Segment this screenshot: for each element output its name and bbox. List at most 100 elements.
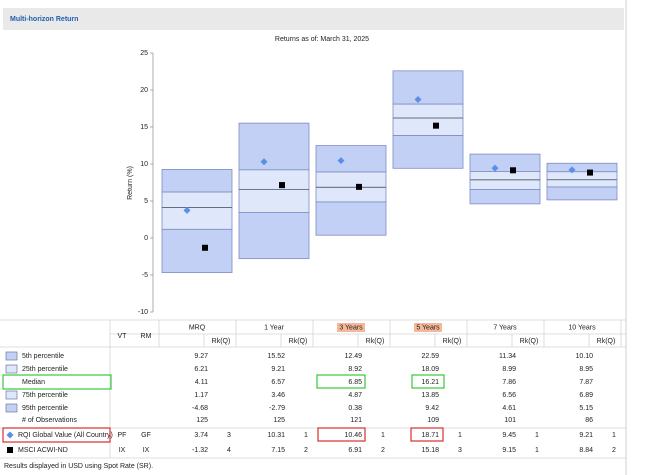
percentile-band (469, 153, 541, 172)
cell-rm: GF (141, 432, 151, 439)
rank-header: Rk(Q) (366, 338, 385, 345)
legend-swatch (5, 364, 18, 374)
cell-value: 6.56 (502, 392, 516, 399)
legend-marker (6, 431, 14, 439)
cell-value: 4.87 (348, 392, 362, 399)
y-tick-label: 20 (140, 87, 148, 94)
cell-value: 18.09 (421, 366, 439, 373)
highlight-box (410, 427, 444, 442)
legend-swatch (5, 390, 18, 400)
column-header: 10 Years (568, 324, 596, 331)
percentile-band (392, 70, 464, 105)
y-axis-label: Return (%) (127, 166, 134, 200)
cell-value: 16.21 (421, 379, 439, 386)
cell-value: 12.49 (344, 353, 362, 360)
column-header: 1 Year (264, 324, 285, 331)
row-label: Median (22, 379, 45, 386)
cell-value: 5.15 (579, 405, 593, 412)
cell-value: 9.21 (271, 366, 285, 373)
cell-value: 6.21 (194, 366, 208, 373)
cell-value: 8.99 (502, 366, 516, 373)
highlight-box (2, 427, 111, 443)
y-tick-label: 10 (140, 161, 148, 168)
cell-value: 121 (350, 417, 362, 424)
percentile-band (392, 103, 464, 119)
row-label: MSCI ACWI-ND (18, 447, 68, 454)
legend-swatch (5, 351, 18, 361)
cell-rank: 1 (304, 432, 308, 439)
rank-header: Rk(Q) (443, 338, 462, 345)
cell-value: 7.15 (271, 447, 285, 454)
cell-value: 9.27 (194, 353, 208, 360)
row-label: 5th percentile (22, 353, 64, 360)
cell-value: 7.87 (579, 379, 593, 386)
cell-value: 15.18 (421, 447, 439, 454)
column-header: VT (118, 333, 128, 340)
cell-value: 22.59 (421, 353, 439, 360)
cell-rank: 2 (304, 447, 308, 454)
percentile-band (392, 135, 464, 169)
percentile-band (238, 122, 310, 171)
cell-value: 3.46 (271, 392, 285, 399)
cell-rank: 3 (458, 447, 462, 454)
cell-value: 10.31 (267, 432, 285, 439)
cell-value: 3.74 (194, 432, 208, 439)
highlight-box (317, 427, 366, 442)
y-tick-label: 5 (144, 198, 148, 205)
cell-value: 9.21 (579, 432, 593, 439)
cell-value: 9.42 (425, 405, 439, 412)
cell-value: 11.34 (499, 353, 516, 360)
cell-value: 8.95 (579, 366, 593, 373)
percentile-band (546, 171, 618, 181)
portfolio-marker (491, 164, 499, 172)
cell-value: -4.68 (192, 405, 208, 412)
percentile-band (546, 162, 618, 173)
cell-value: 109 (427, 417, 439, 424)
cell-value: 10.46 (344, 432, 362, 439)
cell-value: 6.57 (271, 379, 285, 386)
highlight-box (411, 374, 445, 389)
cell-value: -2.79 (269, 405, 285, 412)
column-header: 3 Years (339, 324, 363, 331)
cell-value: 4.61 (502, 405, 516, 412)
cell-rank: 1 (381, 432, 385, 439)
cell-value: 9.15 (502, 447, 516, 454)
cell-value: 6.89 (579, 392, 593, 399)
y-tick-label: -5 (142, 272, 148, 279)
percentile-band (315, 145, 387, 173)
y-tick-label: 0 (144, 235, 148, 242)
cell-value: 125 (273, 417, 285, 424)
percentile-band (469, 189, 541, 205)
percentile-band (546, 186, 618, 201)
legend-swatch (5, 403, 18, 413)
cell-value: 101 (504, 417, 516, 424)
percentile-band (315, 171, 387, 188)
percentile-band (469, 171, 541, 181)
cell-rank: 1 (535, 447, 539, 454)
portfolio-marker (568, 166, 576, 174)
cell-value: 7.86 (502, 379, 516, 386)
benchmark-marker (587, 169, 593, 176)
cell-rank: 1 (535, 432, 539, 439)
row-label: 75th percentile (22, 392, 68, 399)
cell-vt: IX (119, 447, 126, 454)
footnote: Results displayed in USD using Spot Rate… (4, 463, 153, 470)
cell-value: 8.84 (579, 447, 593, 454)
cell-value: 6.85 (348, 379, 362, 386)
cell-rank: 1 (612, 432, 616, 439)
cell-rank: 3 (227, 432, 231, 439)
legend-marker (7, 447, 13, 453)
header-highlight (337, 323, 365, 332)
rank-header: Rk(Q) (289, 338, 308, 345)
portfolio-marker (414, 96, 422, 104)
percentile-band (315, 186, 387, 203)
benchmark-marker (510, 167, 516, 174)
percentile-band (161, 228, 233, 274)
row-label: 95th percentile (22, 405, 68, 412)
cell-vt: PF (118, 432, 127, 439)
cell-rank: 2 (612, 447, 616, 454)
cell-value: -1.32 (192, 447, 208, 454)
cell-rank: 1 (458, 432, 462, 439)
